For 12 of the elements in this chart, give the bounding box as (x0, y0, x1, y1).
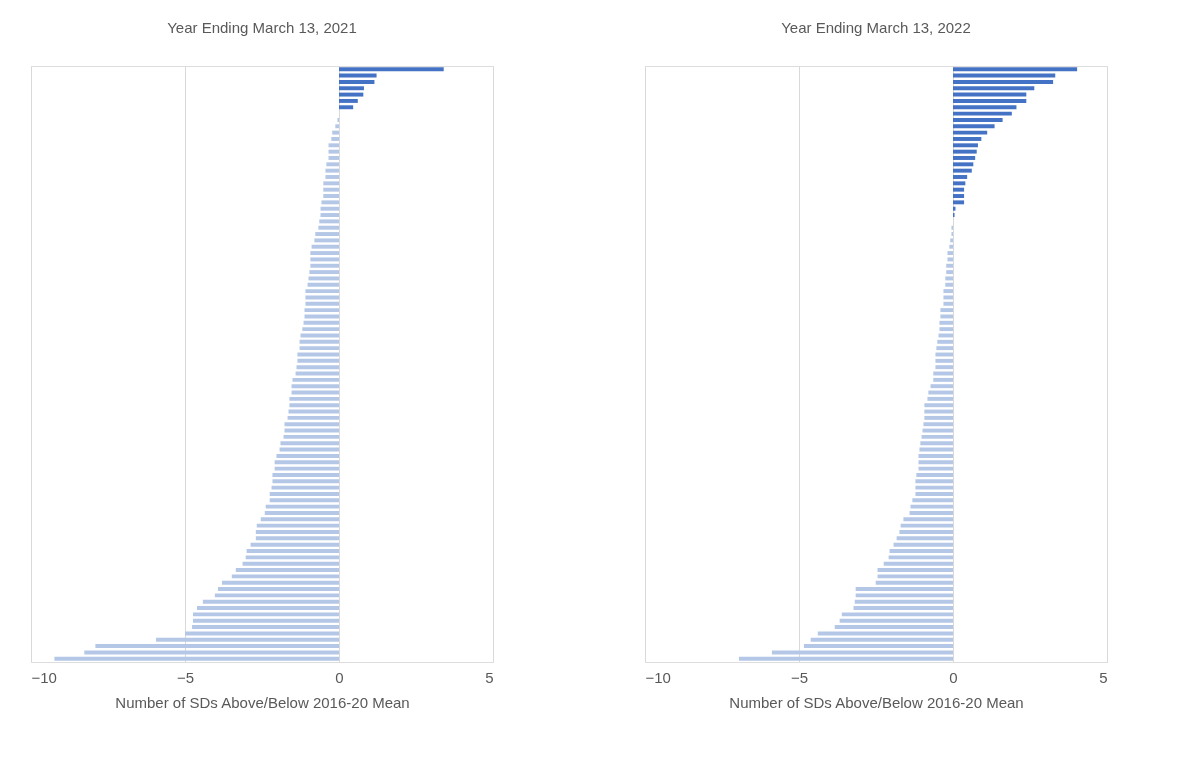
x-axis-title: Number of SDs Above/Below 2016-20 Mean (729, 693, 1024, 711)
x-tick-label: −10 (31, 668, 57, 686)
x-tick-label: 5 (1099, 668, 1108, 686)
x-tick-label: 0 (335, 668, 344, 686)
x-tick-label: 5 (485, 668, 494, 686)
chart-title: Year Ending March 13, 2022 (781, 19, 971, 36)
x-axis-title: Number of SDs Above/Below 2016-20 Mean (115, 693, 410, 711)
x-tick-label: 0 (949, 668, 958, 686)
x-tick-label: −5 (790, 668, 809, 686)
chart-title: Year Ending March 13, 2021 (167, 19, 357, 36)
x-tick-label: −10 (645, 668, 671, 686)
x-tick-label: −5 (176, 668, 195, 686)
